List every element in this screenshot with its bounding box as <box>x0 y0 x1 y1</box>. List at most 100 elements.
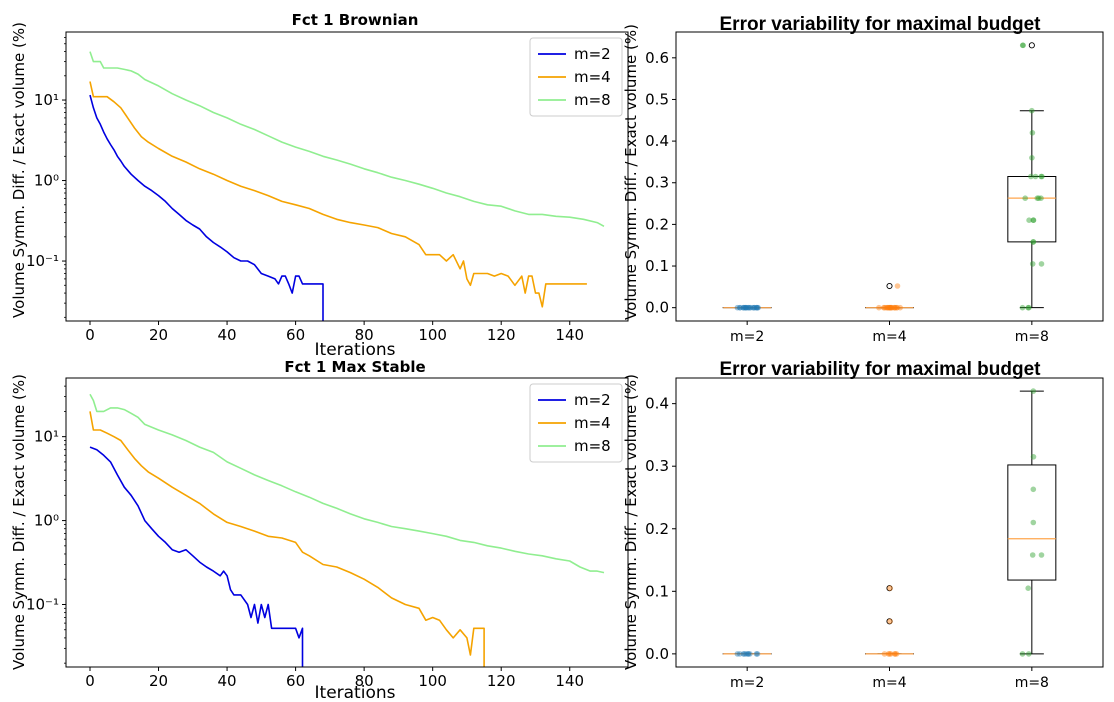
data-point <box>737 651 743 657</box>
points-m=8 <box>1019 388 1045 657</box>
series-line-m=2 <box>89 446 304 667</box>
legend-box <box>529 37 623 117</box>
data-point <box>1030 454 1037 460</box>
data-point <box>1020 42 1026 49</box>
data-point <box>1025 585 1031 591</box>
data-point <box>1029 261 1036 267</box>
p1-title: Fct 1 Brownian <box>292 11 419 29</box>
series-line-m=4 <box>89 81 587 308</box>
box-m=4 <box>865 282 914 309</box>
data-point <box>894 283 901 289</box>
series-line-m=2 <box>89 94 324 321</box>
p2-ylabel: Volume Symm. Diff. / Exact volume (%) <box>622 24 640 320</box>
data-point <box>1028 173 1034 180</box>
brownian-convergence-panel: Fct 1 Brownian Volume Symm. Diff. / Exac… <box>10 11 629 360</box>
data-point <box>750 304 756 311</box>
data-point <box>754 304 761 311</box>
box-m=8 <box>1007 42 1057 309</box>
data-point <box>745 304 752 311</box>
x-tick-label: 60 <box>286 326 305 344</box>
data-point <box>897 304 903 311</box>
data-point <box>891 304 897 311</box>
data-point <box>1019 651 1026 657</box>
y-tick-label: 10⁰ <box>34 512 59 530</box>
p1-legend: m=2 m=4 m=8 <box>529 37 623 117</box>
data-point <box>889 304 895 311</box>
data-point <box>741 304 748 311</box>
x-tick-label: 100 <box>418 672 447 690</box>
data-point <box>1030 519 1037 526</box>
data-point <box>893 651 900 657</box>
data-point <box>1034 195 1041 201</box>
data-point <box>753 304 760 311</box>
x-tick-label: 120 <box>487 672 516 690</box>
p1-xlabel: Iterations <box>315 340 396 360</box>
x-tick-label: 140 <box>555 326 584 344</box>
x-tick-label: 20 <box>149 326 168 344</box>
p3-ylabel: Volume Symm. Diff. / Exact volume (%) <box>10 374 28 670</box>
data-point <box>885 304 892 311</box>
data-point <box>1026 217 1032 223</box>
x-tick-label: 20 <box>149 672 168 690</box>
p3-series-group <box>89 393 605 667</box>
y-tick-label: 10⁻¹ <box>26 596 59 614</box>
data-point <box>887 304 893 311</box>
maxstable-error-variability-panel: Error variability for maximal budget Vol… <box>622 359 1104 691</box>
data-point <box>887 585 893 591</box>
x-tick-label: m=4 <box>872 675 906 691</box>
box-m=8 <box>1007 390 1057 655</box>
data-point <box>1032 173 1039 180</box>
data-point <box>1030 239 1037 245</box>
data-point <box>1019 304 1026 311</box>
data-point <box>892 651 898 657</box>
y-tick-label: 10¹ <box>34 428 59 446</box>
box-m=4 <box>865 585 914 655</box>
data-point <box>1026 304 1032 311</box>
p1-frame <box>65 31 629 322</box>
data-point <box>743 304 749 311</box>
data-point <box>1030 217 1037 223</box>
x-tick-label: 0 <box>85 672 95 690</box>
data-point <box>754 651 761 657</box>
data-point <box>888 304 894 311</box>
data-point <box>1025 304 1031 311</box>
data-point <box>743 304 749 311</box>
data-point <box>892 304 898 311</box>
data-point <box>745 651 751 657</box>
p3-xlabel: Iterations <box>315 683 396 702</box>
points-m=2 <box>734 651 761 657</box>
outlier-marker <box>886 282 893 290</box>
data-point <box>886 304 893 311</box>
data-point <box>1030 388 1037 394</box>
data-point <box>881 304 888 311</box>
data-point <box>1035 195 1042 201</box>
data-point <box>876 304 882 311</box>
data-point <box>883 304 889 311</box>
data-point <box>734 651 741 657</box>
data-point <box>885 651 892 657</box>
legend-label-m=2: m=2 <box>574 391 611 409</box>
y-tick-label: 0.1 <box>645 257 669 275</box>
data-point <box>740 304 747 311</box>
data-point <box>1029 107 1035 114</box>
data-point <box>743 651 749 657</box>
points-m=4 <box>876 283 903 311</box>
x-tick-label: 40 <box>218 326 237 344</box>
p4-plot-area: 0.0 0.1 0.2 0.3 0.4 m=2 m=4 m=8 <box>645 377 1104 691</box>
data-point <box>1029 155 1035 161</box>
data-point <box>1029 552 1036 558</box>
data-point <box>753 651 760 657</box>
p2-plot-area: 0.0 0.1 0.2 0.3 0.4 0.5 0.6 m=2 m=4 m=8 <box>645 31 1104 345</box>
legend-box <box>529 383 623 463</box>
data-point <box>886 651 893 657</box>
legend-label-m=8: m=8 <box>574 437 611 455</box>
x-tick-label: 60 <box>286 672 305 690</box>
y-tick-label: 10¹ <box>34 91 59 109</box>
data-point <box>1038 552 1045 558</box>
legend-label-m=8: m=8 <box>574 91 611 109</box>
legend-label-m=4: m=4 <box>574 414 611 432</box>
box-rect <box>1007 464 1057 581</box>
data-point <box>1038 173 1044 180</box>
data-point <box>740 651 747 657</box>
points-m=2 <box>734 304 761 311</box>
